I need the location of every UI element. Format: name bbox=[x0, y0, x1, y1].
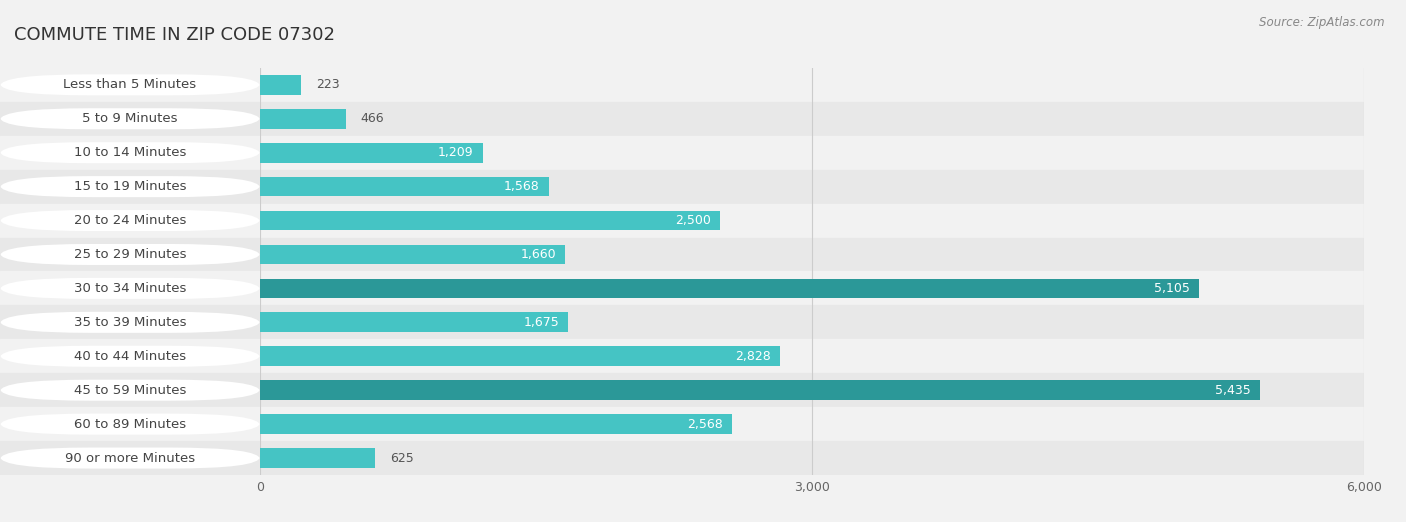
Bar bbox=[0, 238, 260, 271]
Bar bbox=[0, 136, 260, 170]
Text: 90 or more Minutes: 90 or more Minutes bbox=[65, 452, 195, 465]
FancyBboxPatch shape bbox=[0, 142, 260, 163]
Text: 5,435: 5,435 bbox=[1215, 384, 1251, 397]
Bar bbox=[260, 313, 568, 332]
Text: 223: 223 bbox=[316, 78, 339, 91]
Bar bbox=[260, 381, 1260, 400]
Text: 5 to 9 Minutes: 5 to 9 Minutes bbox=[83, 112, 177, 125]
Bar bbox=[260, 68, 1364, 102]
Bar bbox=[260, 448, 375, 468]
Bar bbox=[260, 245, 565, 264]
FancyBboxPatch shape bbox=[0, 278, 260, 299]
Bar bbox=[0, 271, 260, 305]
Text: 625: 625 bbox=[389, 452, 413, 465]
Bar bbox=[260, 109, 346, 128]
Text: 15 to 19 Minutes: 15 to 19 Minutes bbox=[73, 180, 187, 193]
Text: 40 to 44 Minutes: 40 to 44 Minutes bbox=[75, 350, 186, 363]
Text: COMMUTE TIME IN ZIP CODE 07302: COMMUTE TIME IN ZIP CODE 07302 bbox=[14, 26, 335, 44]
FancyBboxPatch shape bbox=[0, 176, 260, 197]
Bar bbox=[0, 170, 260, 204]
Bar bbox=[260, 347, 780, 366]
Text: 45 to 59 Minutes: 45 to 59 Minutes bbox=[75, 384, 186, 397]
Bar bbox=[260, 305, 1364, 339]
Bar bbox=[260, 238, 1364, 271]
Bar bbox=[260, 407, 1364, 441]
Bar bbox=[0, 373, 260, 407]
Bar bbox=[0, 407, 260, 441]
Bar bbox=[260, 204, 1364, 238]
Bar bbox=[0, 68, 260, 102]
Bar bbox=[260, 143, 482, 162]
Bar bbox=[260, 211, 720, 230]
Text: 2,500: 2,500 bbox=[675, 214, 711, 227]
FancyBboxPatch shape bbox=[0, 108, 260, 129]
Bar bbox=[260, 170, 1364, 204]
FancyBboxPatch shape bbox=[0, 244, 260, 265]
Text: 1,568: 1,568 bbox=[503, 180, 540, 193]
FancyBboxPatch shape bbox=[0, 346, 260, 367]
Bar bbox=[0, 204, 260, 238]
Text: 20 to 24 Minutes: 20 to 24 Minutes bbox=[75, 214, 186, 227]
Bar bbox=[260, 102, 1364, 136]
FancyBboxPatch shape bbox=[0, 413, 260, 435]
Bar bbox=[260, 177, 548, 196]
Bar bbox=[260, 75, 301, 94]
Text: 466: 466 bbox=[360, 112, 384, 125]
Text: 5,105: 5,105 bbox=[1154, 282, 1189, 295]
Bar bbox=[0, 339, 260, 373]
Text: Source: ZipAtlas.com: Source: ZipAtlas.com bbox=[1260, 16, 1385, 29]
Text: 25 to 29 Minutes: 25 to 29 Minutes bbox=[73, 248, 187, 261]
Text: Less than 5 Minutes: Less than 5 Minutes bbox=[63, 78, 197, 91]
Text: 2,568: 2,568 bbox=[688, 418, 723, 431]
FancyBboxPatch shape bbox=[0, 74, 260, 96]
FancyBboxPatch shape bbox=[0, 312, 260, 333]
Text: 35 to 39 Minutes: 35 to 39 Minutes bbox=[73, 316, 187, 329]
Bar bbox=[0, 102, 260, 136]
Bar bbox=[0, 305, 260, 339]
FancyBboxPatch shape bbox=[0, 447, 260, 469]
FancyBboxPatch shape bbox=[0, 379, 260, 401]
Text: 60 to 89 Minutes: 60 to 89 Minutes bbox=[75, 418, 186, 431]
Bar bbox=[260, 441, 1364, 475]
Bar bbox=[260, 373, 1364, 407]
Text: 1,660: 1,660 bbox=[520, 248, 557, 261]
Bar bbox=[260, 339, 1364, 373]
Bar bbox=[260, 414, 733, 434]
Text: 10 to 14 Minutes: 10 to 14 Minutes bbox=[75, 146, 186, 159]
Bar bbox=[260, 271, 1364, 305]
Bar bbox=[260, 136, 1364, 170]
Bar bbox=[260, 279, 1199, 298]
Text: 1,209: 1,209 bbox=[437, 146, 474, 159]
Text: 1,675: 1,675 bbox=[523, 316, 560, 329]
Text: 30 to 34 Minutes: 30 to 34 Minutes bbox=[75, 282, 186, 295]
Text: 2,828: 2,828 bbox=[735, 350, 770, 363]
FancyBboxPatch shape bbox=[0, 210, 260, 231]
Bar bbox=[0, 441, 260, 475]
